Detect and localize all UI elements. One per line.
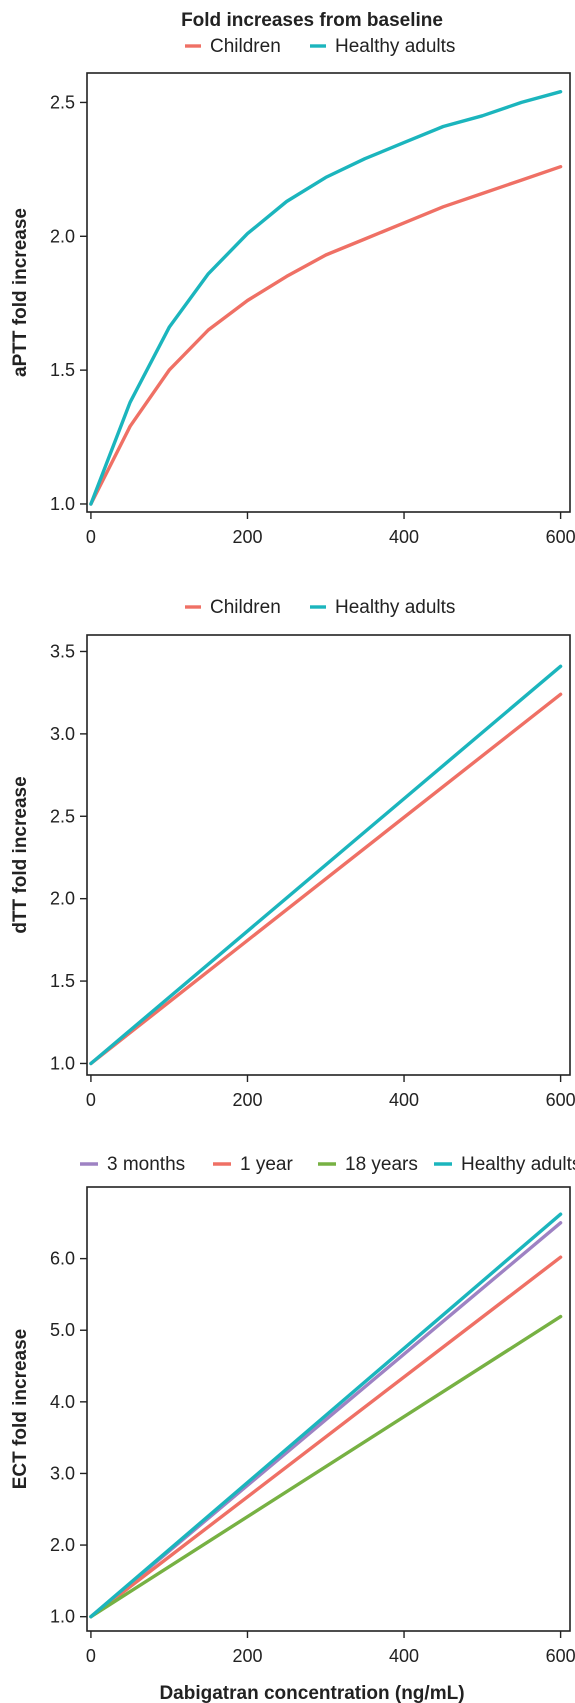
y-tick-label: 1.0	[50, 494, 75, 514]
chart-panel-dtt: 1.0 1.5 2.0 2.5 3.0 3.5 0 200 400 600 dTT fold inc…	[10, 597, 575, 1110]
y-tick-label: 1.0	[50, 1053, 75, 1073]
x-tick-label: 200	[232, 1090, 262, 1110]
legend-label-3-months: 3 months	[107, 1154, 185, 1175]
x-tick-label: 400	[389, 1090, 419, 1110]
y-tick-label: 3.0	[50, 724, 75, 744]
series-line-healthy-adults	[89, 1212, 563, 1619]
x-tick-label: 400	[389, 527, 419, 547]
legend-label-healthy-adults: Healthy adults	[461, 1154, 575, 1175]
legend-label-children: Children	[210, 597, 281, 618]
y-tick-label: 2.5	[50, 92, 75, 112]
y-tick-label: 1.0	[50, 1607, 75, 1627]
x-axis-title: Dabigatran concentration (ng/mL)	[159, 1683, 464, 1703]
series-line-children	[89, 165, 563, 506]
x-tick-label: 600	[546, 1646, 575, 1666]
y-tick-label: 3.0	[50, 1463, 75, 1483]
y-tick-label: 2.0	[50, 1535, 75, 1555]
y-tick-label: 2.0	[50, 226, 75, 246]
x-tick-label: 400	[389, 1646, 419, 1666]
plot-frame-aptt	[86, 72, 571, 513]
y-tick-label: 4.0	[50, 1392, 75, 1412]
y-tick-label: 2.0	[50, 889, 75, 909]
y-axis-title-ect: ECT fold increase	[10, 1329, 31, 1490]
plot-frame-dtt	[86, 634, 571, 1076]
legend-label-1-year: 1 year	[240, 1154, 293, 1175]
x-tick-label: 0	[86, 1646, 96, 1666]
y-axis-title-dtt: dTT fold increase	[10, 776, 31, 933]
y-tick-label: 3.5	[50, 641, 75, 661]
series-line-children	[89, 692, 563, 1066]
y-tick-label: 1.5	[50, 971, 75, 991]
x-tick-label: 600	[546, 527, 575, 547]
x-tick-label: 0	[86, 1090, 96, 1110]
x-tick-label: 200	[232, 1646, 262, 1666]
y-tick-label: 1.5	[50, 360, 75, 380]
chart-panel-aptt: 1.0 1.5 2.0 2.5 0 200 400 600 aPTT fold increase…	[10, 36, 575, 547]
legend-label-18-years: 18 years	[345, 1154, 418, 1175]
chart-panel-ect: 1.0 2.0 3.0 4.0 5.0 6.0 0 200 400 600 ECT fold inc…	[10, 1154, 575, 1666]
y-tick-label: 2.5	[50, 806, 75, 826]
series-line-18-years	[89, 1314, 563, 1619]
x-tick-label: 200	[232, 527, 262, 547]
y-axis-title-aptt: aPTT fold increase	[10, 208, 31, 377]
legend-label-children: Children	[210, 36, 281, 57]
x-tick-label: 600	[546, 1090, 575, 1110]
x-tick-label: 0	[86, 527, 96, 547]
plot-frame-ect	[86, 1186, 571, 1632]
figure-title: Fold increases from baseline	[181, 10, 443, 31]
legend-label-healthy-adults: Healthy adults	[335, 36, 455, 57]
series-line-1-year	[89, 1255, 563, 1619]
series-line-healthy-adults	[89, 664, 563, 1066]
legend-label-healthy-adults: Healthy adults	[335, 597, 455, 618]
y-tick-label: 5.0	[50, 1320, 75, 1340]
y-tick-label: 6.0	[50, 1249, 75, 1269]
series-line-healthy-adults	[89, 90, 563, 506]
